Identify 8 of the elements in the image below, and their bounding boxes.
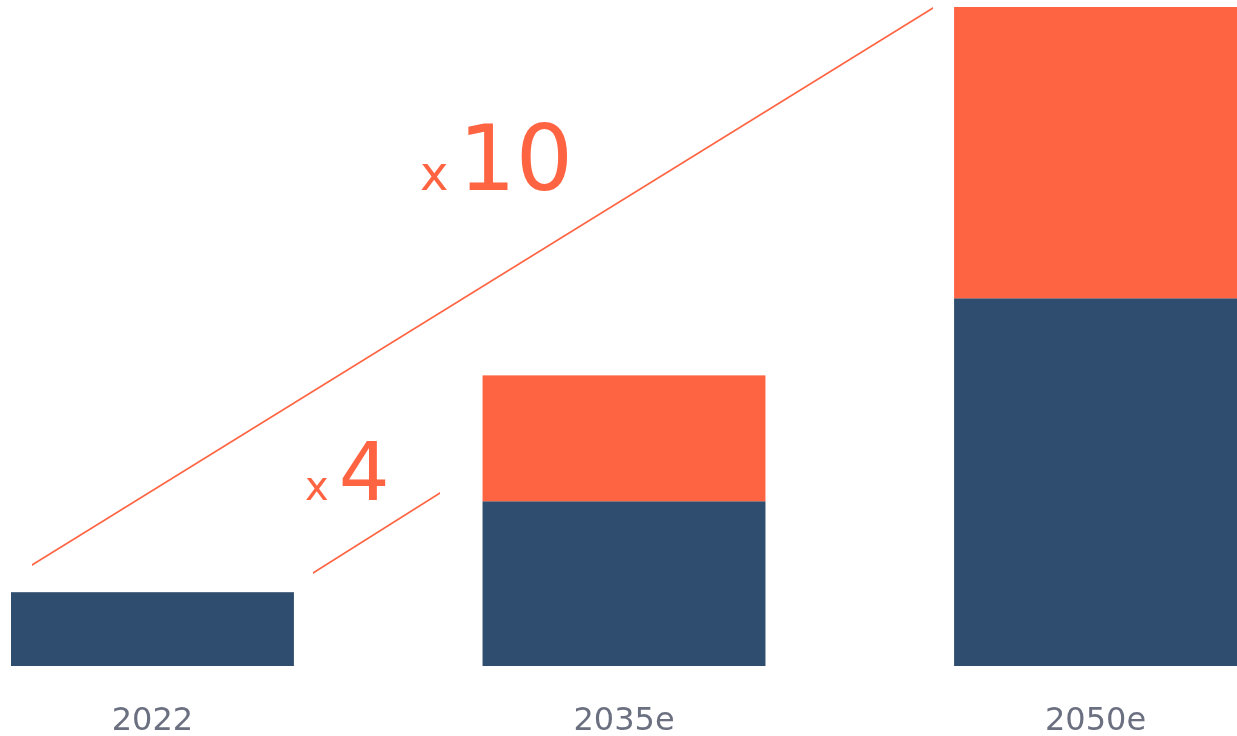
x-tick-label: 2050e [1044,700,1147,736]
x-tick-label: 2035e [573,700,675,736]
x-tick-label: 2022 [111,700,194,736]
bar [954,298,1237,666]
bar [482,501,766,666]
bar [482,375,766,502]
bar [954,7,1237,299]
bar [11,592,294,666]
